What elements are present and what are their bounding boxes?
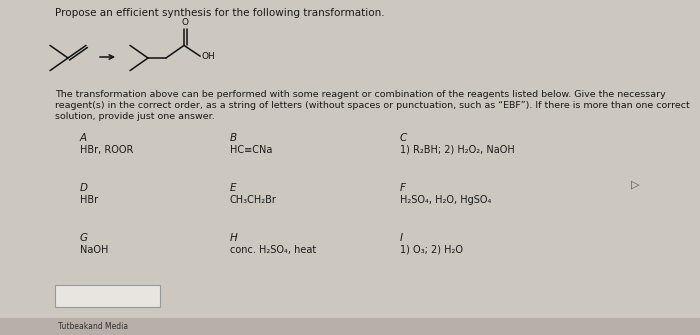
- Text: I: I: [400, 233, 403, 243]
- Text: reagent(s) in the correct order, as a string of letters (without spaces or punct: reagent(s) in the correct order, as a st…: [55, 101, 690, 110]
- Text: The transformation above can be performed with some reagent or combination of th: The transformation above can be performe…: [55, 90, 666, 99]
- Text: G: G: [80, 233, 88, 243]
- Text: 1) O₃; 2) H₂O: 1) O₃; 2) H₂O: [400, 245, 463, 255]
- FancyBboxPatch shape: [55, 285, 160, 307]
- Text: NaOH: NaOH: [80, 245, 108, 255]
- Text: F: F: [400, 183, 406, 193]
- Text: HBr, ROOR: HBr, ROOR: [80, 145, 134, 155]
- Text: CH₃CH₂Br: CH₃CH₂Br: [230, 195, 277, 205]
- Text: ▷: ▷: [631, 180, 639, 190]
- Text: D: D: [80, 183, 88, 193]
- Text: O: O: [181, 18, 188, 27]
- Text: H₂SO₄, H₂O, HgSO₄: H₂SO₄, H₂O, HgSO₄: [400, 195, 491, 205]
- Text: OH: OH: [201, 52, 215, 61]
- FancyBboxPatch shape: [0, 318, 700, 335]
- Text: C: C: [400, 133, 407, 143]
- Text: A: A: [80, 133, 87, 143]
- Text: solution, provide just one answer.: solution, provide just one answer.: [55, 112, 215, 121]
- Text: HC≡CNa: HC≡CNa: [230, 145, 272, 155]
- Text: H: H: [230, 233, 238, 243]
- Text: Propose an efficient synthesis for the following transformation.: Propose an efficient synthesis for the f…: [55, 8, 384, 18]
- Text: B: B: [230, 133, 237, 143]
- Text: conc. H₂SO₄, heat: conc. H₂SO₄, heat: [230, 245, 316, 255]
- Text: E: E: [230, 183, 237, 193]
- Text: HBr: HBr: [80, 195, 98, 205]
- Text: Tutbeakand Media: Tutbeakand Media: [58, 322, 128, 331]
- Text: 1) R₂BH; 2) H₂O₂, NaOH: 1) R₂BH; 2) H₂O₂, NaOH: [400, 145, 514, 155]
